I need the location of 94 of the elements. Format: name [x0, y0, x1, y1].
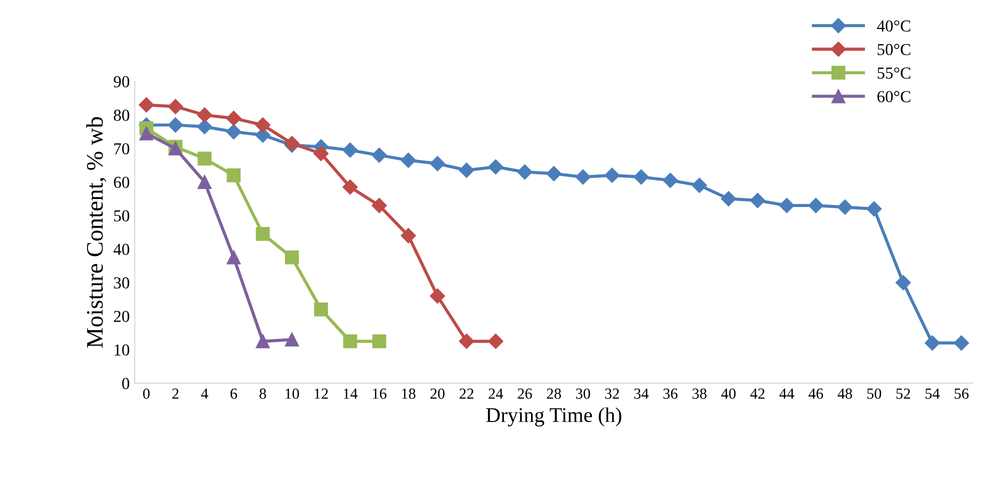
- point: [343, 334, 358, 348]
- point: [138, 97, 154, 112]
- point: [284, 250, 299, 264]
- x-tick-label: 46: [808, 388, 824, 399]
- y-tick-label: 20: [114, 310, 130, 322]
- x-tick-label: 34: [634, 388, 649, 399]
- point: [400, 152, 416, 168]
- x-tick-label: 32: [605, 388, 619, 399]
- x-tick-label: 22: [460, 388, 474, 399]
- x-tick-label: 16: [372, 388, 386, 399]
- x-tick-label: 24: [488, 388, 504, 399]
- point: [226, 124, 242, 140]
- point: [197, 107, 212, 123]
- x-tick-label: 40: [721, 388, 736, 399]
- point: [430, 156, 446, 172]
- point: [779, 198, 794, 214]
- y-tick-label: 70: [114, 143, 130, 154]
- legend-label: 40°C: [877, 20, 910, 32]
- point: [372, 148, 387, 163]
- x-tick-label: 42: [750, 388, 764, 399]
- x-tick-label: 18: [402, 388, 416, 399]
- point: [284, 332, 299, 347]
- point: [604, 168, 620, 183]
- x-tick-label: 38: [692, 388, 706, 399]
- point: [168, 117, 184, 133]
- x-tick-label: 14: [344, 388, 358, 399]
- y-tick-label: 0: [122, 378, 130, 390]
- x-tick-label: 48: [838, 388, 852, 399]
- x-tick-label: 56: [954, 388, 969, 399]
- y-tick-label: 10: [114, 344, 130, 356]
- y-axis-title: Moisture Content, % wb: [86, 117, 106, 348]
- point: [546, 166, 562, 182]
- legend-label: 60°C: [877, 91, 910, 102]
- point: [372, 198, 387, 214]
- point: [634, 169, 649, 185]
- point: [255, 117, 270, 133]
- point: [226, 168, 241, 182]
- point: [720, 191, 736, 206]
- y-tick-label: 60: [114, 176, 130, 188]
- point: [458, 162, 474, 178]
- point: [256, 227, 270, 241]
- point: [139, 126, 154, 140]
- point: [896, 275, 911, 290]
- x-axis-title: Drying Time (h): [486, 407, 622, 426]
- point: [168, 99, 184, 114]
- x-tick-label: 4: [201, 388, 208, 399]
- point: [198, 175, 212, 189]
- point: [314, 302, 328, 316]
- x-tick-label: 2: [172, 388, 178, 399]
- point: [924, 335, 940, 351]
- x-tick-label: 50: [867, 388, 882, 399]
- point: [866, 201, 882, 216]
- point: [750, 192, 766, 208]
- point: [662, 172, 678, 188]
- point: [313, 146, 329, 162]
- point: [575, 169, 591, 185]
- y-tick-label: 40: [114, 244, 130, 256]
- point: [488, 159, 504, 174]
- point: [226, 110, 242, 126]
- point: [954, 335, 969, 351]
- x-tick-label: 28: [546, 388, 561, 399]
- x-tick-label: 54: [926, 388, 940, 399]
- x-tick-label: 6: [230, 388, 238, 399]
- point: [198, 152, 212, 166]
- point: [458, 334, 474, 349]
- y-tick-label: 80: [114, 110, 130, 121]
- x-tick-label: 20: [430, 388, 445, 399]
- x-tick-label: 30: [576, 388, 590, 399]
- point: [226, 250, 241, 264]
- y-tick-label: 50: [114, 210, 130, 222]
- x-tick-label: 26: [518, 388, 532, 399]
- point: [837, 200, 853, 215]
- legend-label: 55°C: [878, 67, 910, 79]
- x-tick-label: 44: [779, 388, 794, 399]
- x-tick-label: 12: [314, 388, 328, 399]
- point: [372, 334, 386, 348]
- y-tick-label: 30: [114, 277, 130, 289]
- x-tick-label: 52: [896, 388, 910, 399]
- point: [488, 334, 504, 349]
- point: [342, 179, 358, 195]
- point: [692, 178, 707, 193]
- point: [256, 334, 270, 348]
- point: [342, 142, 358, 158]
- point: [808, 198, 824, 214]
- legend-label: 50°C: [878, 44, 910, 56]
- point: [517, 164, 532, 180]
- point: [197, 119, 212, 134]
- x-tick-label: 0: [143, 388, 150, 399]
- point: [430, 288, 446, 304]
- x-tick-label: 10: [286, 388, 299, 399]
- y-tick-label: 90: [114, 76, 130, 88]
- x-tick-label: 36: [663, 388, 678, 399]
- point: [400, 228, 416, 244]
- x-tick-label: 8: [260, 388, 266, 399]
